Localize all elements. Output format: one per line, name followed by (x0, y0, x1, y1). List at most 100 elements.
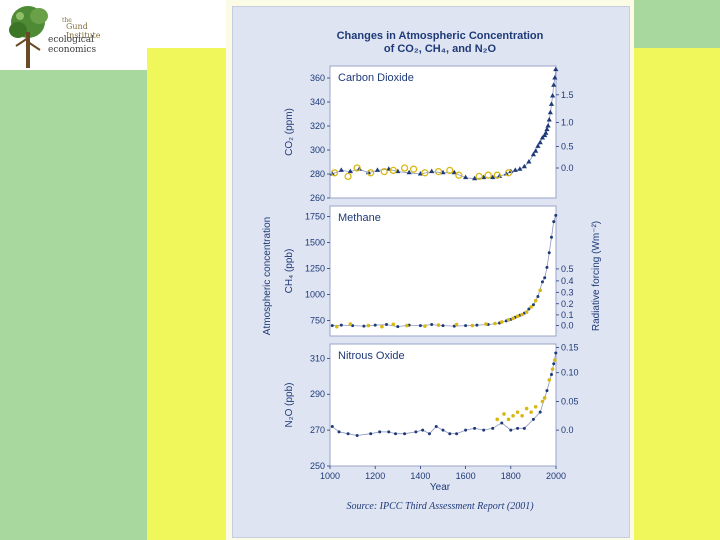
data-point (538, 410, 542, 414)
data-point (543, 276, 547, 280)
data-point (441, 428, 445, 432)
data-point (549, 235, 553, 239)
x-tick-label: 1000 (320, 471, 340, 481)
data-point (473, 426, 477, 430)
data-point (554, 213, 558, 217)
data-point (484, 322, 488, 326)
panel-plot-area (329, 65, 557, 199)
data-point (387, 430, 391, 434)
data-point (403, 432, 407, 436)
panel-y-axis-label: N₂O (ppb) (284, 382, 295, 427)
data-point (378, 430, 382, 434)
data-point (535, 143, 541, 148)
data-point (547, 378, 552, 382)
data-point (475, 323, 479, 327)
data-point (405, 323, 409, 328)
ghg-concentration-chart: Changes in Atmospheric Concentration of … (262, 30, 602, 512)
data-point (545, 265, 549, 269)
data-point (522, 426, 526, 430)
gund-institute-logo: the Gund Institute ecological economics (6, 2, 106, 72)
data-point (455, 432, 459, 436)
forcing-tick-label: 0.3 (561, 287, 574, 297)
data-point (347, 168, 353, 174)
data-point (539, 135, 546, 140)
data-point (531, 303, 535, 307)
data-point (355, 434, 359, 437)
forcing-tick-label: 0.05 (561, 396, 579, 406)
forcing-tick-label: 0.0 (561, 425, 574, 435)
data-point (414, 430, 418, 434)
data-point (334, 324, 339, 329)
data-point (529, 410, 533, 414)
panel-0: Carbon Dioxide CO₂ (ppm) 260 280 300 320 340 36… (284, 65, 574, 203)
data-point (409, 165, 418, 173)
data-point (446, 166, 454, 175)
y-tick-label: 1750 (305, 211, 325, 221)
data-point (374, 167, 381, 172)
panel-y-axis-label: CO₂ (ppm) (284, 108, 295, 156)
forcing-tick-label: 0.10 (561, 368, 579, 378)
data-point (506, 318, 511, 322)
x-tick-label: 1600 (456, 471, 476, 481)
data-point (463, 174, 469, 180)
data-point (531, 417, 535, 421)
y-tick-label: 270 (310, 425, 325, 435)
data-point (547, 251, 551, 255)
y-tick-label: 750 (310, 315, 325, 325)
data-point (540, 399, 545, 404)
trend-line (332, 352, 557, 436)
data-point (367, 169, 375, 177)
forcing-tick-label: 1.5 (561, 90, 574, 100)
radiative-forcing-axis-label: Radiative forcing (Wm⁻²) (591, 221, 602, 331)
data-point (429, 168, 435, 174)
data-point (546, 117, 552, 122)
data-point (524, 310, 529, 314)
data-point (455, 171, 463, 179)
data-point (369, 432, 373, 436)
data-point (504, 169, 513, 177)
data-point (554, 351, 558, 355)
y-tick-label: 360 (310, 73, 325, 83)
data-point (348, 322, 353, 326)
x-tick-label: 2000 (546, 471, 566, 481)
data-point (330, 324, 334, 328)
data-point (542, 396, 547, 400)
y-tick-label: 250 (310, 461, 325, 471)
x-axis: 1000 1200 1400 1600 1800 2000 (320, 466, 566, 481)
data-point (353, 164, 361, 172)
data-point (366, 323, 371, 328)
data-point (337, 430, 341, 434)
data-point (550, 93, 556, 98)
data-point (421, 428, 425, 432)
data-point (499, 320, 504, 324)
data-point (553, 66, 559, 72)
data-point (427, 432, 431, 436)
logo-line-1: the (62, 17, 72, 24)
data-point (394, 432, 398, 436)
panel-label: Nitrous Oxide (338, 350, 405, 362)
panel-plot-area (329, 205, 557, 337)
data-point (517, 166, 523, 171)
panel-label: Carbon Dioxide (338, 72, 414, 84)
data-point (391, 322, 396, 327)
data-point (506, 417, 511, 422)
data-point (553, 358, 557, 362)
data-point (552, 75, 558, 80)
data-point (482, 428, 486, 432)
data-point (389, 166, 397, 175)
data-point (448, 432, 452, 436)
data-point (464, 324, 468, 328)
data-point (530, 151, 536, 157)
panel-2: Nitrous Oxide N₂O (ppb) 250 270 290 310 0.0 0.0… (284, 343, 579, 471)
y-tick-label: 290 (310, 389, 325, 399)
data-point (550, 367, 555, 371)
data-point (502, 412, 506, 416)
data-point (418, 324, 422, 328)
data-point (515, 314, 520, 319)
forcing-tick-label: 0.4 (561, 276, 574, 286)
source-note: Source: IPCC Third Assessment Report (20… (346, 501, 534, 512)
logo-line-3: ecological (48, 35, 95, 45)
data-point (529, 305, 533, 309)
data-point (329, 171, 335, 176)
chart-title-line-2: of CO₂, CH₄, and N₂O (384, 43, 497, 55)
